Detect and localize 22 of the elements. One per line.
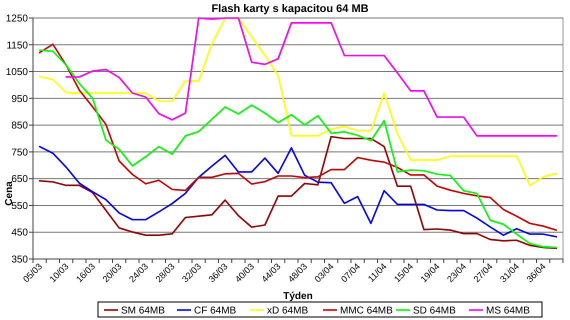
line-series (38, 146, 558, 238)
y-tick-label: 1050 (6, 67, 28, 78)
line-series (38, 136, 558, 250)
y-tick-label: 1250 (6, 14, 28, 24)
line-series (65, 17, 558, 137)
y-tick-label: 550 (11, 200, 28, 212)
legend-label: CF 64MB (194, 306, 237, 316)
legend-label: SD 64MB (413, 306, 456, 316)
legend-label: MMC 64MB (340, 306, 394, 316)
y-tick-label: 1150 (6, 40, 28, 52)
line-series (38, 17, 558, 186)
y-tick-label: 750 (11, 147, 28, 158)
y-tick-label: 950 (11, 94, 28, 105)
x-axis-title: Týden (283, 291, 313, 302)
y-tick-label: 450 (11, 228, 28, 239)
legend-label: MS 64MB (486, 306, 530, 316)
chart-title: Flash karty s kapacitou 64 MB (211, 3, 369, 15)
legend-label: xD 64MB (267, 306, 308, 316)
y-tick-label: 350 (11, 254, 28, 266)
legend-label: SM 64MB (121, 306, 166, 316)
y-tick-label: 650 (11, 174, 28, 186)
y-tick-label: 850 (11, 120, 28, 132)
